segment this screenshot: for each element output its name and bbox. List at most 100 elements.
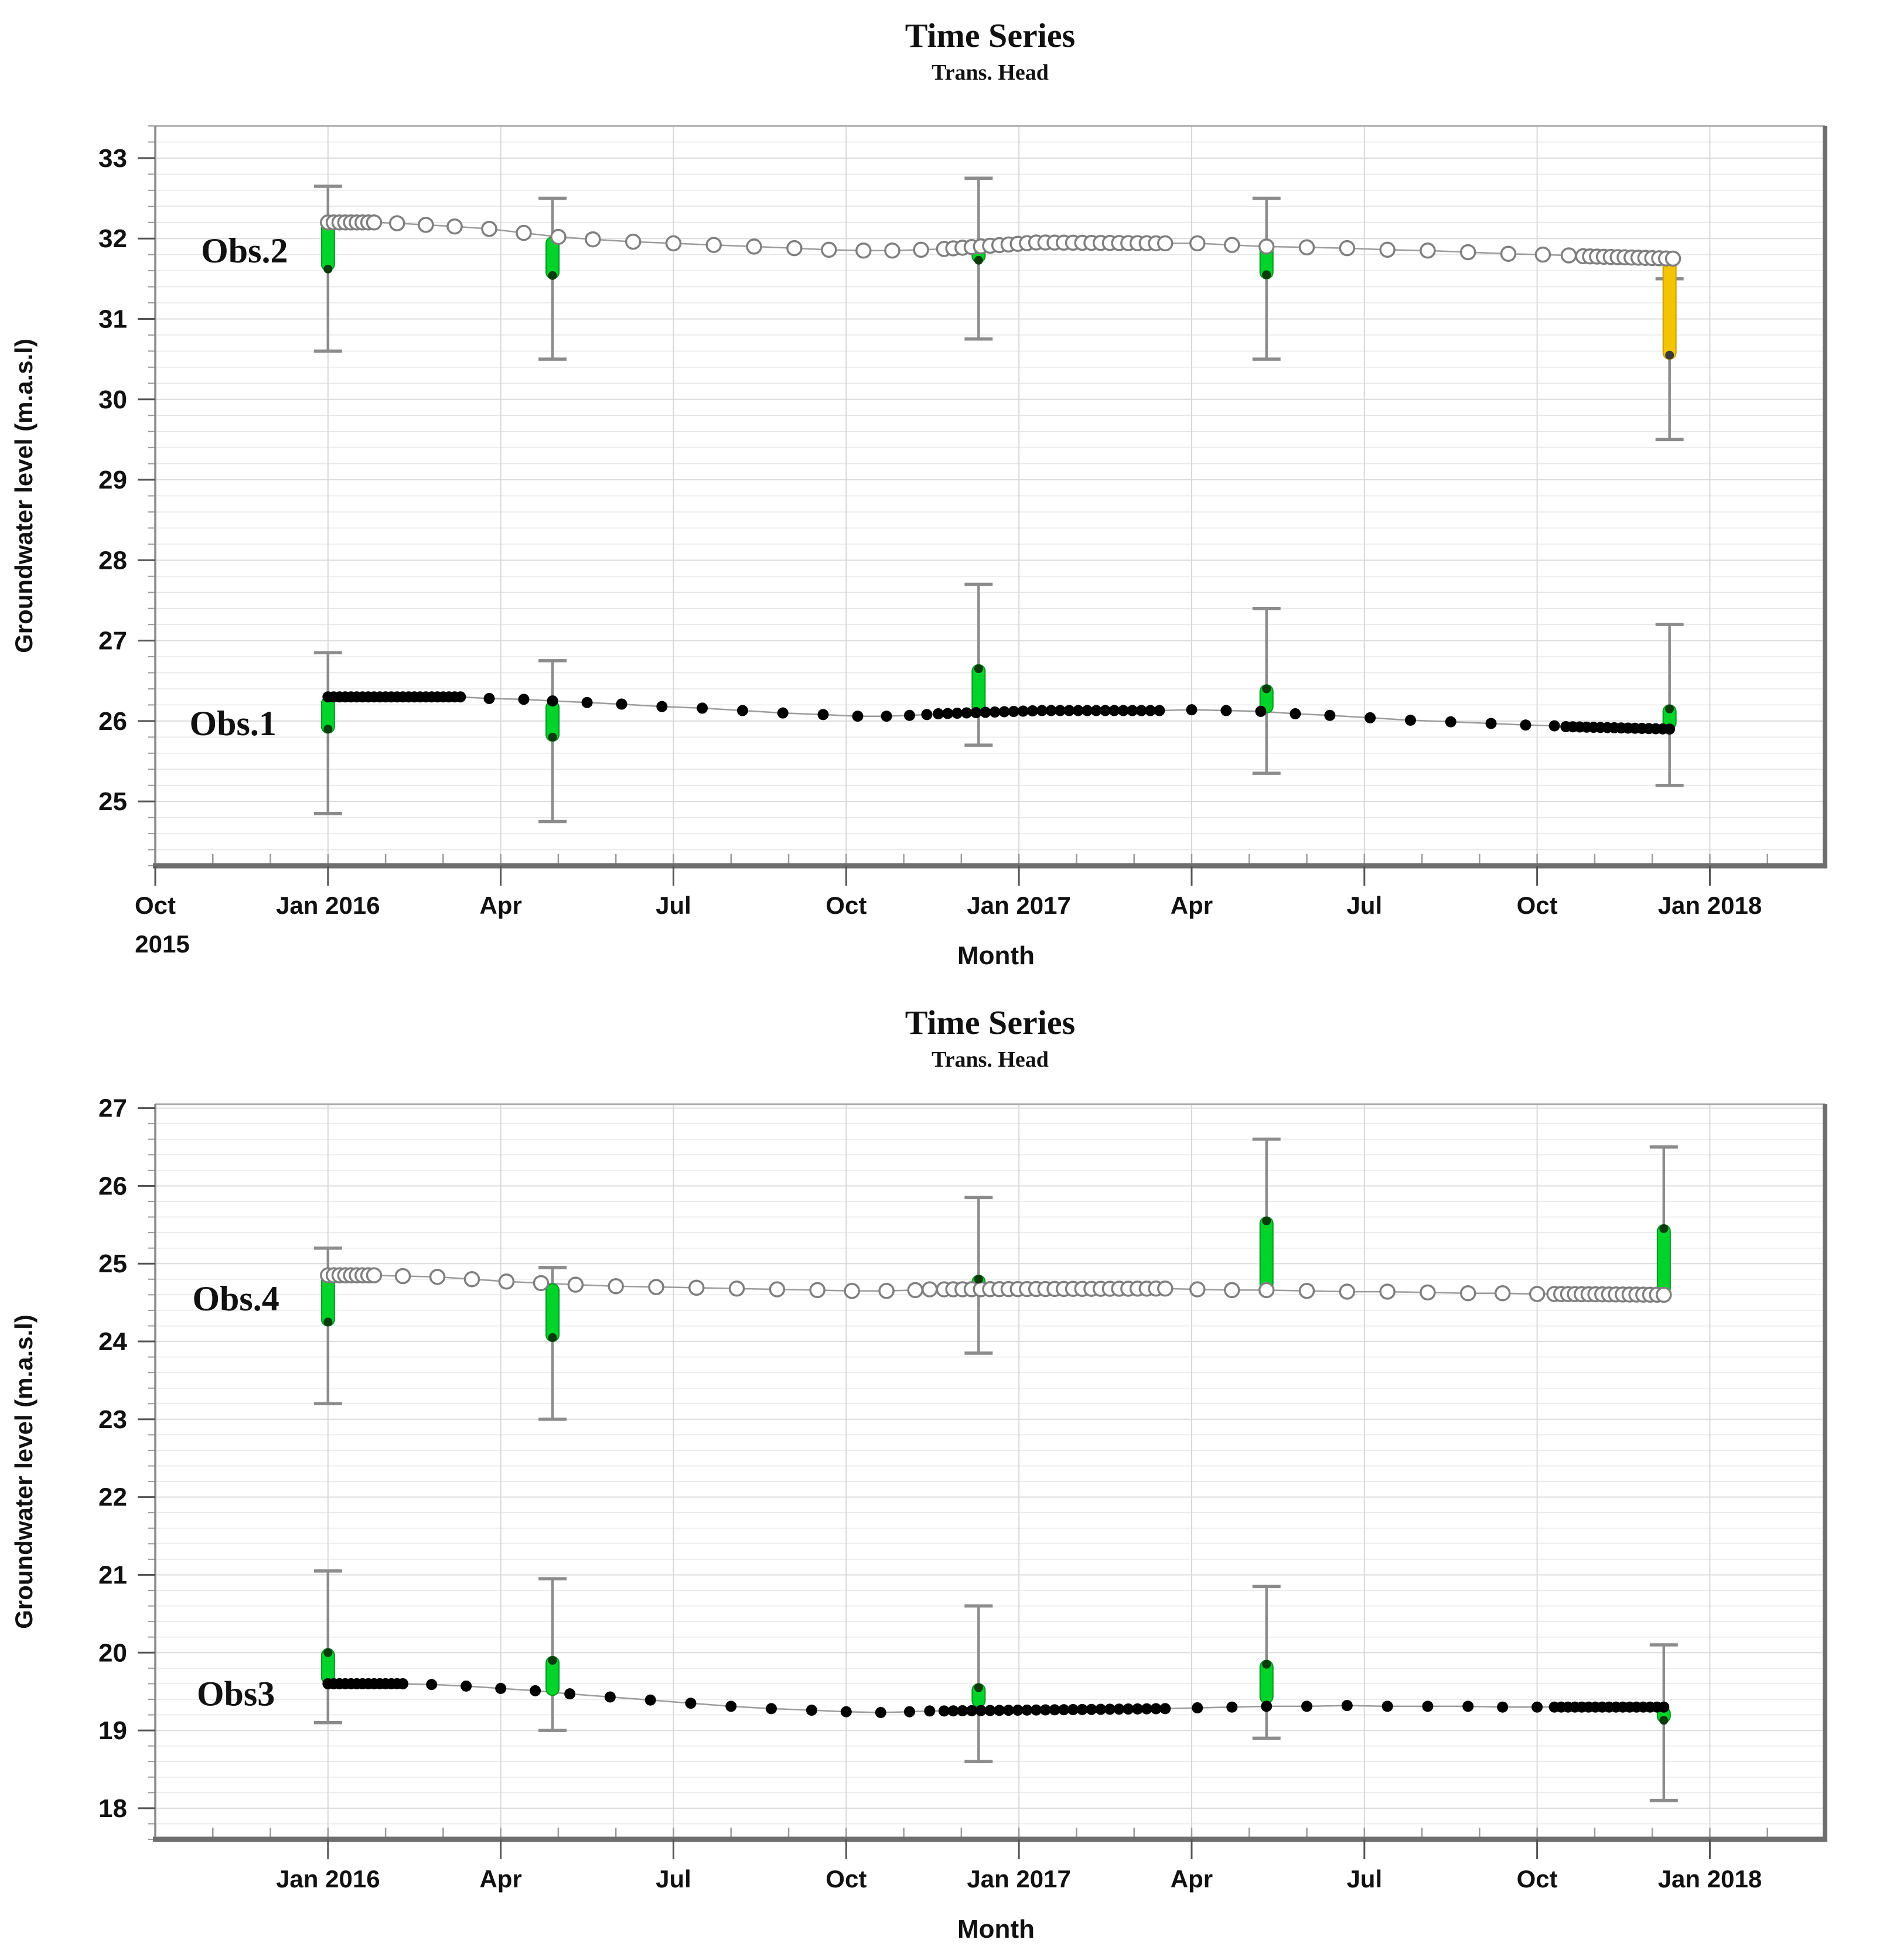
sim-open-marker [913, 241, 929, 258]
sim-dot-marker [530, 1685, 541, 1696]
sim-dot-marker [852, 711, 864, 722]
sim-dot-marker [1123, 1703, 1134, 1715]
observed-value-dot [1659, 1716, 1669, 1725]
sim-dot-marker [644, 1694, 656, 1706]
sim-open-marker [746, 238, 762, 255]
observed-value-dot [548, 1333, 557, 1342]
sim-dot-marker [933, 708, 944, 720]
y-tick-label: 32 [98, 224, 127, 253]
sim-dot-marker [1026, 705, 1038, 717]
sim-dot-marker [1021, 1704, 1033, 1716]
sim-dot-marker [483, 692, 495, 704]
series-label: Obs3 [197, 1675, 275, 1713]
y-tick-label: 27 [98, 627, 127, 655]
sim-open-marker [1339, 1283, 1356, 1300]
x-tick-label: Oct [826, 892, 867, 919]
x-tick-label: Jan 2018 [1658, 1865, 1762, 1893]
sim-open-marker [1157, 235, 1174, 252]
x-tick-label: Oct [1517, 892, 1558, 919]
sim-dot-marker [1082, 705, 1093, 716]
chart-title: Time Series [905, 1003, 1075, 1042]
x-tick-label: Apr [1171, 1865, 1213, 1893]
observed-value-dot [974, 255, 983, 265]
sim-dot-marker [1497, 1701, 1509, 1713]
sim-dot-marker [1261, 1701, 1273, 1712]
sim-dot-marker [966, 1705, 978, 1716]
sim-dot-marker [426, 1679, 438, 1691]
sim-dot-marker [984, 1705, 996, 1716]
sim-dot-marker [1220, 705, 1232, 716]
sim-dot-marker [697, 702, 708, 714]
sim-dot-marker [1104, 1703, 1116, 1715]
sim-open-marker [481, 220, 497, 237]
y-tick-label: 18 [98, 1794, 127, 1823]
sim-dot-marker [460, 1680, 472, 1692]
sim-dot-marker [980, 706, 991, 718]
observed-value-dot [323, 725, 333, 734]
sim-open-marker [625, 233, 642, 250]
sim-open-marker [728, 1280, 745, 1297]
sim-open-marker [809, 1282, 826, 1299]
sim-dot-marker [998, 706, 1010, 718]
sim-open-marker [665, 235, 682, 252]
sim-dot-marker [1324, 709, 1336, 721]
sim-open-marker [1379, 1283, 1396, 1300]
sim-dot-marker [1067, 1704, 1079, 1716]
time-series-chart-top: Oct 2015 Jan 2016 Apr Jul Oct Jan 2017 Apr Jul Oc… [10, 16, 1827, 970]
sim-open-marker [1459, 1285, 1476, 1302]
sim-dot-marker [1531, 1701, 1543, 1713]
y-tick-label: 29 [98, 466, 127, 494]
x-tick-label: Jan 2017 [967, 892, 1070, 919]
sim-dot-marker [1055, 705, 1066, 716]
sim-open-marker [688, 1279, 705, 1296]
sim-open-marker [366, 214, 383, 231]
sim-dot-marker [942, 708, 954, 719]
sim-dot-marker [970, 707, 982, 719]
sim-dot-marker [1404, 715, 1416, 726]
sim-dot-marker [1145, 705, 1157, 716]
sim-open-marker [418, 217, 434, 233]
sim-dot-marker [1255, 705, 1267, 717]
sim-dot-marker [1012, 1705, 1024, 1716]
sim-dot-marker [1186, 704, 1198, 716]
observation-bar-poor-fit [1662, 258, 1677, 360]
sim-dot-marker [455, 691, 466, 703]
sim-dot-marker [766, 1703, 777, 1715]
x-tick-label: Jul [656, 892, 691, 919]
sim-open-marker [1157, 1280, 1174, 1297]
sim-dot-marker [1090, 705, 1102, 716]
x-tick-label: Apr [1171, 892, 1213, 919]
observed-value-dot [974, 1683, 983, 1692]
sim-open-marker [1664, 250, 1681, 267]
sim-dot-marker [604, 1691, 616, 1703]
x-tick-label: Jul [1346, 892, 1382, 919]
sim-dot-marker [1159, 1703, 1171, 1715]
sim-dot-marker [840, 1706, 852, 1717]
x-tick-label: Apr [479, 1865, 521, 1893]
sim-open-marker [516, 224, 532, 241]
sim-open-marker [1494, 1285, 1511, 1302]
observed-value-dot [323, 264, 333, 274]
chart-subtitle: Trans. Head [932, 1047, 1049, 1072]
observed-value-dot [323, 1648, 333, 1657]
y-tick-label: 23 [98, 1405, 127, 1434]
sim-open-marker [922, 1281, 938, 1297]
sim-dot-marker [924, 1705, 936, 1717]
sim-open-marker [389, 215, 405, 231]
sim-dot-marker [1086, 1703, 1097, 1715]
x-tick-label: Jan 2016 [276, 1865, 380, 1893]
sim-dot-marker [685, 1698, 697, 1709]
sim-open-marker [705, 237, 722, 253]
sim-dot-marker [656, 701, 668, 712]
sim-open-marker [1189, 1281, 1206, 1297]
sim-dot-marker [881, 711, 892, 722]
sim-open-marker [844, 1282, 860, 1299]
sim-open-marker [878, 1282, 895, 1299]
x-axis-label: Month [957, 1915, 1035, 1944]
sim-dot-marker [1095, 1703, 1107, 1715]
sim-dot-marker [1548, 720, 1560, 732]
x-tick-label: Apr [479, 892, 521, 919]
sim-dot-marker [518, 694, 530, 705]
observed-value-dot [323, 1317, 333, 1327]
sim-open-marker [366, 1267, 383, 1283]
